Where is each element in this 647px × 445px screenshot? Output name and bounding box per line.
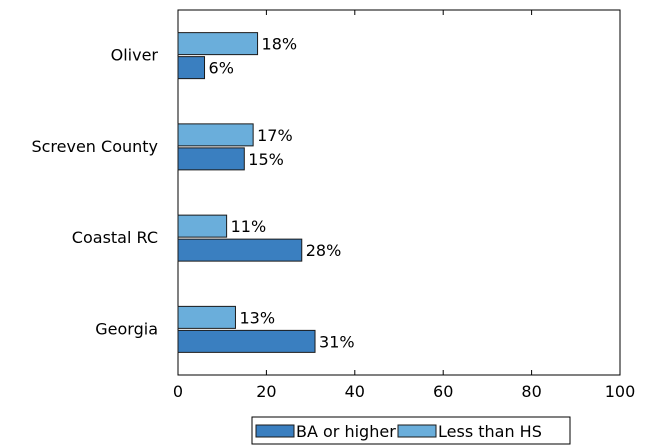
data-labels: 18% 6% 17% 15% 11% 28% 13% 31% bbox=[209, 35, 355, 352]
category-label: Georgia bbox=[95, 319, 158, 338]
category-label: Oliver bbox=[111, 46, 159, 65]
data-label: 28% bbox=[306, 241, 342, 260]
data-label: 31% bbox=[319, 332, 355, 351]
data-label: 6% bbox=[209, 59, 234, 78]
plot-frame bbox=[177, 9, 621, 376]
bar bbox=[177, 214, 228, 238]
x-tick-label: 20 bbox=[256, 382, 276, 401]
category-labels: Oliver Screven County Coastal RC Georgia bbox=[31, 46, 158, 339]
data-label: 13% bbox=[239, 308, 275, 327]
data-label: 17% bbox=[257, 126, 293, 145]
x-tick-label: 0 bbox=[173, 382, 183, 401]
x-axis-ticks: 0 20 40 60 80 100 bbox=[173, 10, 635, 401]
category-label: Screven County bbox=[31, 137, 158, 156]
data-label: 15% bbox=[248, 150, 284, 169]
data-label: 11% bbox=[231, 217, 267, 236]
legend-label: BA or higher bbox=[296, 422, 396, 441]
x-tick-label: 100 bbox=[605, 382, 636, 401]
bars bbox=[177, 32, 316, 353]
bar bbox=[177, 56, 206, 80]
bar bbox=[177, 329, 316, 353]
x-tick-label: 40 bbox=[345, 382, 365, 401]
bar bbox=[177, 238, 303, 262]
legend-swatch bbox=[397, 424, 437, 438]
data-label: 18% bbox=[262, 35, 298, 54]
legend-label: Less than HS bbox=[438, 422, 542, 441]
x-tick-label: 80 bbox=[521, 382, 541, 401]
legend: BA or higher Less than HS bbox=[251, 416, 571, 445]
bar bbox=[177, 123, 254, 147]
bar bbox=[177, 32, 259, 56]
bar bbox=[177, 147, 245, 171]
category-label: Coastal RC bbox=[72, 228, 158, 247]
bar bbox=[177, 305, 236, 329]
x-tick-label: 60 bbox=[433, 382, 453, 401]
legend-swatch bbox=[255, 424, 295, 438]
